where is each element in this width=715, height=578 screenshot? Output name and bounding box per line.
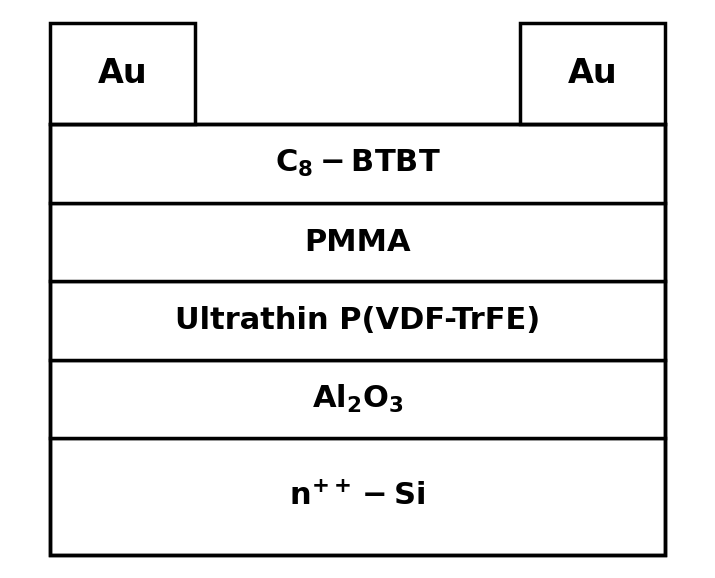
Bar — [50, 203, 665, 281]
Text: PMMA: PMMA — [304, 228, 411, 257]
Bar — [50, 124, 665, 203]
Bar — [521, 23, 665, 124]
Bar — [50, 23, 194, 124]
Text: Au: Au — [568, 57, 618, 90]
Text: $\mathbf{n^{++}-Si}$: $\mathbf{n^{++}-Si}$ — [290, 482, 425, 512]
Bar — [50, 360, 665, 439]
Bar — [50, 281, 665, 360]
Text: $\mathbf{Al_{2}O_{3}}$: $\mathbf{Al_{2}O_{3}}$ — [312, 383, 403, 415]
Text: Au: Au — [97, 57, 147, 90]
Bar — [50, 439, 665, 555]
Text: $\mathbf{C_{8}-BTBT}$: $\mathbf{C_{8}-BTBT}$ — [275, 148, 440, 179]
Text: Ultrathin P(VDF-TrFE): Ultrathin P(VDF-TrFE) — [175, 306, 540, 335]
Bar — [50, 124, 665, 555]
